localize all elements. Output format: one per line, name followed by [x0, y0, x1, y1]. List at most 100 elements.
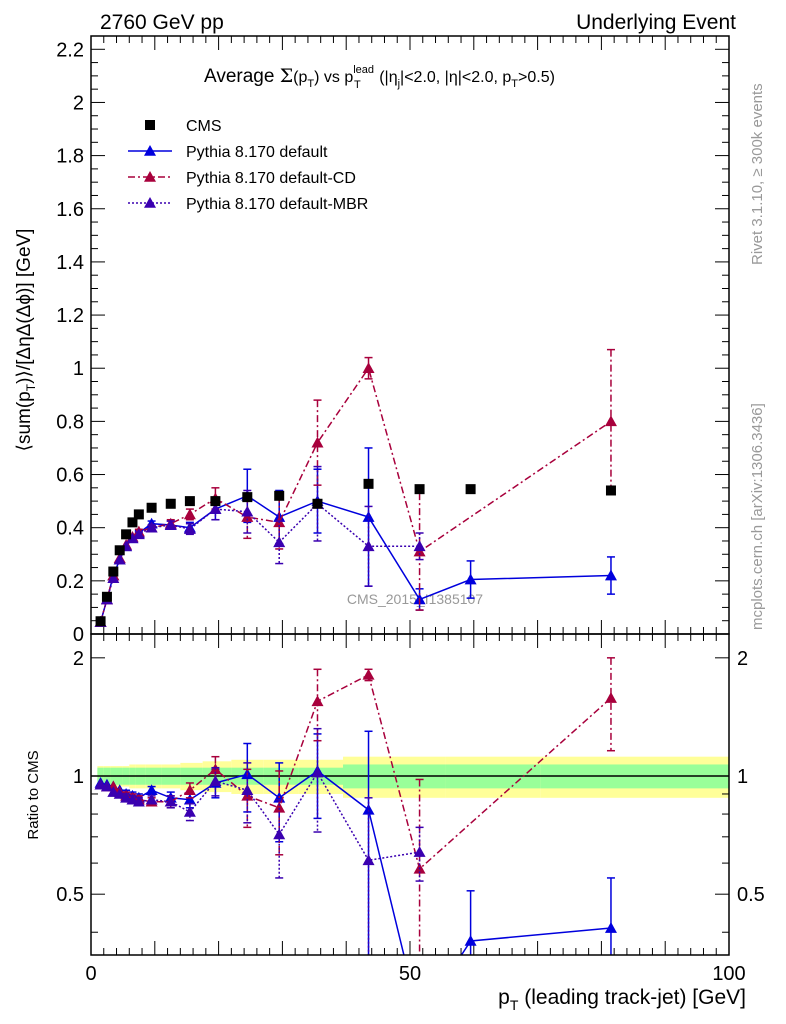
ratio-marker-mbr: [113, 787, 126, 799]
title-sigma: Σ: [280, 65, 293, 87]
main-y-tick-label: 1.2: [56, 305, 84, 327]
ratio-marker-mbr: [273, 828, 286, 840]
marker-mbr: [183, 523, 196, 534]
marker-mbr: [113, 553, 126, 565]
title-cut1-close: |<2.0, |η|<2.0, p: [400, 69, 511, 86]
main-y-tick-label: 1: [73, 358, 84, 380]
ratio-line-mbr: [100, 771, 420, 862]
x-tick-label: 100: [712, 963, 745, 985]
marker-cms: [312, 498, 323, 509]
ratio-marker-cd: [311, 695, 324, 707]
ratio-marker-mbr: [132, 795, 145, 807]
ylabel-part1: ⟨sum(p: [14, 391, 35, 451]
marker-mbr: [145, 521, 158, 533]
marker-cms: [184, 496, 195, 507]
legend-label-cms: CMS: [186, 118, 222, 135]
header-left: 2760 GeV pp: [100, 11, 224, 34]
marker-mbr: [273, 536, 286, 548]
ratio-y-tick-label-right: 0.5: [737, 884, 765, 906]
ratio-line-default: [100, 770, 612, 955]
side-label-mcplots: mcplots.cern.ch [arXiv:1306.3436]: [749, 403, 766, 630]
marker-cms: [165, 498, 176, 509]
ratio-marker-cd: [273, 801, 286, 813]
title-pt-sub: T: [307, 78, 314, 90]
analysis-watermark: CMS_2015_I1385107: [347, 591, 483, 607]
ratio-marker-mbr: [183, 805, 196, 817]
legend-marker-default: [144, 145, 156, 156]
marker-mbr: [241, 505, 254, 517]
ratio-marker-cd: [604, 692, 617, 703]
main-y-tick-label: 0: [73, 624, 84, 646]
ratio-y-tick-label: 2: [73, 648, 84, 670]
marker-mbr: [126, 532, 139, 544]
ratio-marker-mbr: [311, 766, 324, 778]
main-series-group: [94, 348, 617, 627]
x-tick-label: 50: [399, 963, 421, 985]
ratio-marker-mbr: [145, 793, 158, 805]
marker-cd: [604, 415, 617, 427]
ratio-marker-mbr: [209, 775, 222, 787]
ratio-marker-mbr: [241, 784, 254, 796]
ratio-marker-cd: [183, 784, 196, 796]
marker-mbr: [107, 572, 120, 583]
ratio-y-axis-label: Ratio to CMS: [25, 750, 42, 839]
main-y-tick-label: 0.8: [56, 411, 84, 433]
xlabel-part1: p: [498, 986, 510, 1009]
ratio-frame: [90, 633, 730, 956]
ratio-y-tick-label: 1: [73, 766, 84, 788]
main-y-tick-label: 2.2: [56, 39, 84, 61]
x-tick-label: 0: [85, 963, 96, 985]
xlabel-sub: T: [510, 997, 519, 1013]
legend-label-mbr: Pythia 8.170 default-MBR: [186, 196, 368, 213]
marker-cms: [133, 509, 144, 520]
title-cut1-open: (|η: [375, 69, 398, 86]
marker-mbr: [362, 540, 375, 552]
ratio-marker-cd: [362, 668, 375, 680]
marker-cms: [114, 545, 125, 556]
marker-cms: [414, 484, 425, 495]
marker-default: [604, 569, 617, 581]
main-y-tick-label: 0.6: [56, 465, 84, 487]
ylabel-part2: )⟩/[ΔηΔ(Δϕ)] [GeV]: [14, 229, 35, 384]
ratio-series-group: [94, 657, 617, 1024]
series-line-cd: [99, 366, 612, 623]
title-pt-close: ): [314, 69, 319, 86]
main-y-tick-label: 0.2: [56, 571, 84, 593]
title-prefix: Average: [204, 66, 280, 87]
ratio-marker-default: [604, 922, 617, 933]
title-vs: vs p: [319, 69, 353, 86]
marker-cms: [108, 566, 119, 577]
main-y-tick-label: 2: [73, 92, 84, 114]
ratio-y-tick-label-right: 2: [737, 648, 748, 670]
main-y-tick-label: 1.8: [56, 146, 84, 168]
ratio-marker-mbr: [413, 846, 426, 857]
x-axis-label: pT (leading track-jet) [GeV]: [498, 986, 746, 1013]
marker-cms: [127, 517, 138, 528]
ratio-marker-default: [414, 1013, 426, 1024]
marker-cms: [465, 484, 476, 495]
marker-mbr: [413, 540, 426, 552]
main-y-tick-label: 1.6: [56, 199, 84, 221]
marker-cms: [101, 591, 112, 602]
main-y-tick-label: 1.4: [56, 252, 84, 274]
ratio-marker-default: [145, 784, 158, 796]
title-lead-sub: T: [354, 79, 361, 91]
ratio-marker-mbr: [362, 854, 375, 866]
marker-cd: [311, 436, 324, 448]
side-label-rivet: Rivet 3.1.10, ≥ 300k events: [749, 83, 766, 265]
marker-cms: [146, 502, 157, 513]
title-cut1-sub: j: [397, 78, 400, 90]
title-cut2-close: >0.5): [518, 69, 555, 86]
marker-cd: [362, 362, 375, 374]
legend-marker-mbr: [144, 197, 156, 208]
series-line-mbr: [99, 502, 420, 623]
title-cut2-sub: T: [511, 78, 518, 90]
marker-cd: [183, 508, 196, 520]
ratio-y-tick-label: 0.5: [56, 884, 84, 906]
legend-label-cd: Pythia 8.170 default-CD: [186, 170, 356, 187]
marker-cms: [242, 492, 253, 503]
ratio-marker-default: [362, 803, 375, 815]
marker-default: [362, 511, 375, 522]
marker-cms: [95, 616, 106, 627]
